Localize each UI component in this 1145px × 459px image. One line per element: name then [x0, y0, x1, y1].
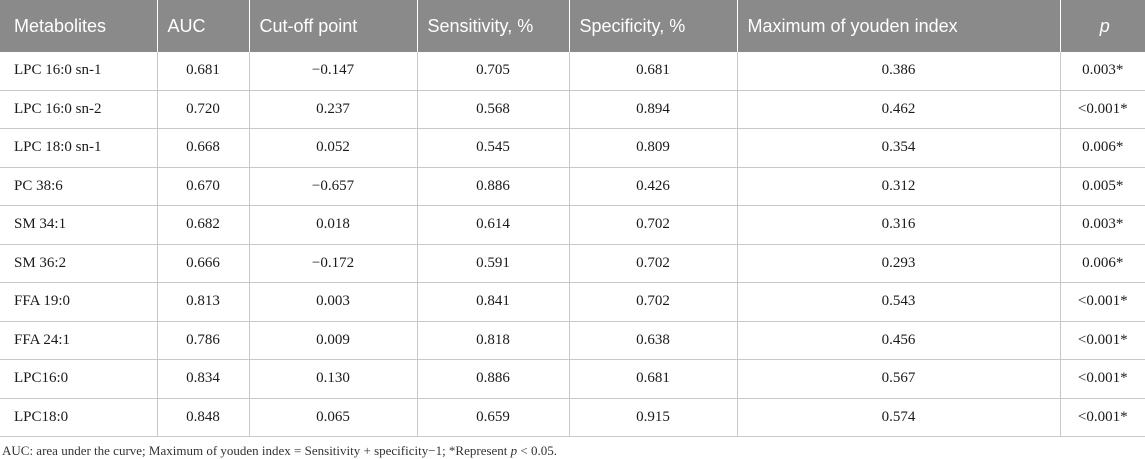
cell-p: <0.001*	[1059, 282, 1145, 322]
table-row: FFA 19:0 0.813 0.003 0.841 0.702 0.543 <0.001*	[0, 282, 1145, 322]
table-row: LPC 18:0 sn-1 0.668 0.052 0.545 0.809 0.354 0.…	[0, 128, 1145, 168]
cell-auc: 0.668	[156, 128, 249, 168]
cell-auc: 0.681	[156, 52, 249, 91]
cell-youden: 0.543	[736, 282, 1060, 322]
footnote-text-1: AUC: area under the curve; Maximum of yo…	[2, 443, 511, 458]
cell-auc: 0.848	[156, 398, 249, 437]
table-footnote: AUC: area under the curve; Maximum of yo…	[0, 437, 1145, 459]
footnote-text-2: < 0.05.	[517, 443, 558, 458]
cell-youden: 0.293	[736, 244, 1060, 283]
col-header-metabolites: Metabolites	[14, 15, 107, 36]
cell-metabolite: FFA 24:1	[0, 321, 157, 360]
cell-sensitivity: 0.659	[416, 398, 569, 437]
cell-cutoff: 0.065	[248, 398, 417, 437]
cell-sensitivity: 0.818	[416, 321, 569, 360]
cell-sensitivity: 0.886	[416, 167, 569, 206]
cell-youden: 0.316	[736, 205, 1060, 245]
cell-metabolite: LPC 16:0 sn-1	[0, 52, 157, 91]
cell-cutoff: 0.130	[248, 359, 417, 399]
cell-auc: 0.786	[156, 321, 249, 360]
cell-p: 0.005*	[1059, 167, 1145, 206]
cell-youden: 0.462	[736, 90, 1060, 129]
cell-specificity: 0.681	[568, 52, 737, 91]
cell-metabolite: LPC18:0	[0, 398, 157, 437]
table-row: SM 34:1 0.682 0.018 0.614 0.702 0.316 0.003*	[0, 205, 1145, 245]
table-row: LPC 16:0 sn-1 0.681 −0.147 0.705 0.681 0.386 0…	[0, 52, 1145, 91]
cell-youden: 0.574	[736, 398, 1060, 437]
cell-auc: 0.666	[156, 244, 249, 283]
cell-specificity: 0.638	[568, 321, 737, 360]
cell-p: 0.006*	[1059, 128, 1145, 168]
col-header-cutoff: Cut-off point	[248, 0, 417, 52]
roc-results-table: Metabolites AUC Cut-off point Sensitivit…	[0, 0, 1145, 437]
cell-p: 0.006*	[1059, 244, 1145, 283]
cell-sensitivity: 0.614	[416, 205, 569, 245]
cell-sensitivity: 0.568	[416, 90, 569, 129]
col-header-youden: Maximum of youden index	[736, 0, 1060, 52]
table-row: FFA 24:1 0.786 0.009 0.818 0.638 0.456 <0.001*	[0, 321, 1145, 360]
cell-auc: 0.682	[156, 205, 249, 245]
cell-cutoff: 0.018	[248, 205, 417, 245]
table-row: SM 36:2 0.666 −0.172 0.591 0.702 0.293 0.006*	[0, 244, 1145, 283]
cell-sensitivity: 0.705	[416, 52, 569, 91]
cell-metabolite: SM 36:2	[0, 244, 157, 283]
cell-p: 0.003*	[1059, 205, 1145, 245]
cell-specificity: 0.809	[568, 128, 737, 168]
table-body: LPC 16:0 sn-1 0.681 −0.147 0.705 0.681 0.386 0…	[0, 52, 1145, 437]
cell-cutoff: −0.172	[248, 244, 417, 283]
cell-cutoff: 0.052	[248, 128, 417, 168]
cell-cutoff: 0.003	[248, 282, 417, 322]
cell-metabolite: LPC 16:0 sn-2	[0, 90, 157, 129]
cell-sensitivity: 0.591	[416, 244, 569, 283]
cell-sensitivity: 0.545	[416, 128, 569, 168]
table-row: PC 38:6 0.670 −0.657 0.886 0.426 0.312 0.005*	[0, 167, 1145, 206]
cell-p: <0.001*	[1059, 398, 1145, 437]
cell-youden: 0.386	[736, 52, 1060, 91]
cell-metabolite: LPC16:0	[0, 359, 157, 399]
cell-p: <0.001*	[1059, 321, 1145, 360]
col-header-specificity: Specificity, %	[568, 0, 737, 52]
cell-p: <0.001*	[1059, 359, 1145, 399]
cell-youden: 0.312	[736, 167, 1060, 206]
cell-specificity: 0.915	[568, 398, 737, 437]
cell-metabolite: LPC 18:0 sn-1	[0, 128, 157, 168]
cell-metabolite: PC 38:6	[0, 167, 157, 206]
cell-cutoff: 0.009	[248, 321, 417, 360]
cell-auc: 0.720	[156, 90, 249, 129]
cell-specificity: 0.681	[568, 359, 737, 399]
footnote-p-symbol: p	[510, 443, 518, 458]
cell-youden: 0.567	[736, 359, 1060, 399]
cell-cutoff: −0.147	[248, 52, 417, 91]
table-row: LPC16:0 0.834 0.130 0.886 0.681 0.567 <0.001*	[0, 359, 1145, 399]
table-row: LPC18:0 0.848 0.065 0.659 0.915 0.574 <0.001*	[0, 398, 1145, 437]
cell-youden: 0.456	[736, 321, 1060, 360]
cell-specificity: 0.702	[568, 205, 737, 245]
cell-p: <0.001*	[1059, 90, 1145, 129]
cell-cutoff: −0.657	[248, 167, 417, 206]
col-header-sensitivity: Sensitivity, %	[416, 0, 569, 52]
cell-metabolite: FFA 19:0	[0, 282, 157, 322]
cell-metabolite: SM 34:1	[0, 205, 157, 245]
cell-sensitivity: 0.841	[416, 282, 569, 322]
table-header-row: Metabolites AUC Cut-off point Sensitivit…	[0, 0, 1145, 52]
cell-auc: 0.670	[156, 167, 249, 206]
cell-sensitivity: 0.886	[416, 359, 569, 399]
cell-cutoff: 0.237	[248, 90, 417, 129]
cell-youden: 0.354	[736, 128, 1060, 168]
col-header-auc: AUC	[156, 0, 249, 52]
cell-p: 0.003*	[1059, 52, 1145, 91]
cell-specificity: 0.894	[568, 90, 737, 129]
cell-specificity: 0.702	[568, 244, 737, 283]
cell-specificity: 0.702	[568, 282, 737, 322]
col-header-p: p	[1059, 0, 1145, 52]
cell-auc: 0.813	[156, 282, 249, 322]
table-row: LPC 16:0 sn-2 0.720 0.237 0.568 0.894 0.462 <0…	[0, 90, 1145, 129]
cell-specificity: 0.426	[568, 167, 737, 206]
cell-auc: 0.834	[156, 359, 249, 399]
